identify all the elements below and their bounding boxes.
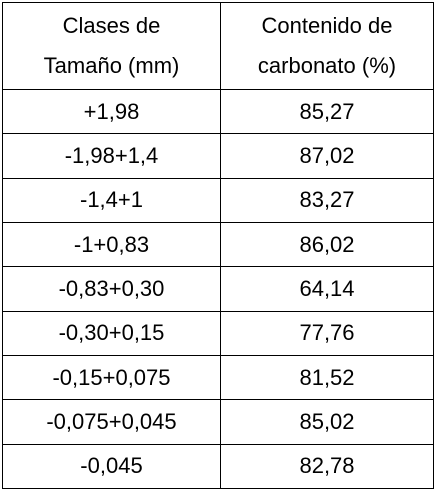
table-row: -1+0,83 86,02 — [2, 221, 434, 268]
size-class-cell: -0,15+0,075 — [2, 354, 221, 401]
header-size-class-line-1: Clases de — [62, 13, 161, 38]
table-row: -0,83+0,30 64,14 — [2, 266, 434, 312]
carbonate-cell: 87,02 — [220, 133, 434, 179]
table-row: -0,045 82,78 — [2, 443, 434, 490]
carbonate-cell: 64,14 — [220, 266, 434, 312]
carbonate-cell: 82,78 — [220, 443, 434, 490]
table-row: -1,98+1,4 87,02 — [2, 133, 434, 179]
size-class-cell: -0,075+0,045 — [2, 399, 221, 445]
size-class-cell: -1+0,83 — [2, 221, 221, 268]
size-class-cell: -0,045 — [2, 443, 221, 490]
size-class-cell: +1,98 — [2, 88, 221, 135]
table-row: +1,98 85,27 — [2, 88, 434, 135]
carbonate-cell: 85,27 — [220, 88, 434, 135]
carbonate-cell: 81,52 — [220, 354, 434, 401]
table-row: -1,4+1 83,27 — [2, 177, 434, 223]
table-row: -0,15+0,075 81,52 — [2, 354, 434, 401]
header-row: Clases de Tamaño (mm) Contenido de carbo… — [2, 2, 434, 90]
carbonate-cell: 83,27 — [220, 177, 434, 223]
table-row: -0,30+0,15 77,76 — [2, 310, 434, 356]
size-class-cell: -0,30+0,15 — [2, 310, 221, 356]
size-class-cell: -1,4+1 — [2, 177, 221, 223]
carbonate-cell: 85,02 — [220, 399, 434, 445]
header-size-class-line-2: Tamaño (mm) — [43, 53, 180, 78]
table-row: -0,075+0,045 85,02 — [2, 399, 434, 445]
header-carbonate-line-2: carbonato (%) — [257, 53, 397, 78]
header-carbonate-line-1: Contenido de — [261, 13, 393, 38]
carbonate-cell: 86,02 — [220, 221, 434, 268]
size-class-cell: -0,83+0,30 — [2, 266, 221, 312]
carbonate-cell: 77,76 — [220, 310, 434, 356]
size-class-cell: -1,98+1,4 — [2, 133, 221, 179]
header-size-class: Clases de Tamaño (mm) — [2, 2, 221, 90]
header-carbonate-content: Contenido de carbonato (%) — [220, 2, 434, 90]
